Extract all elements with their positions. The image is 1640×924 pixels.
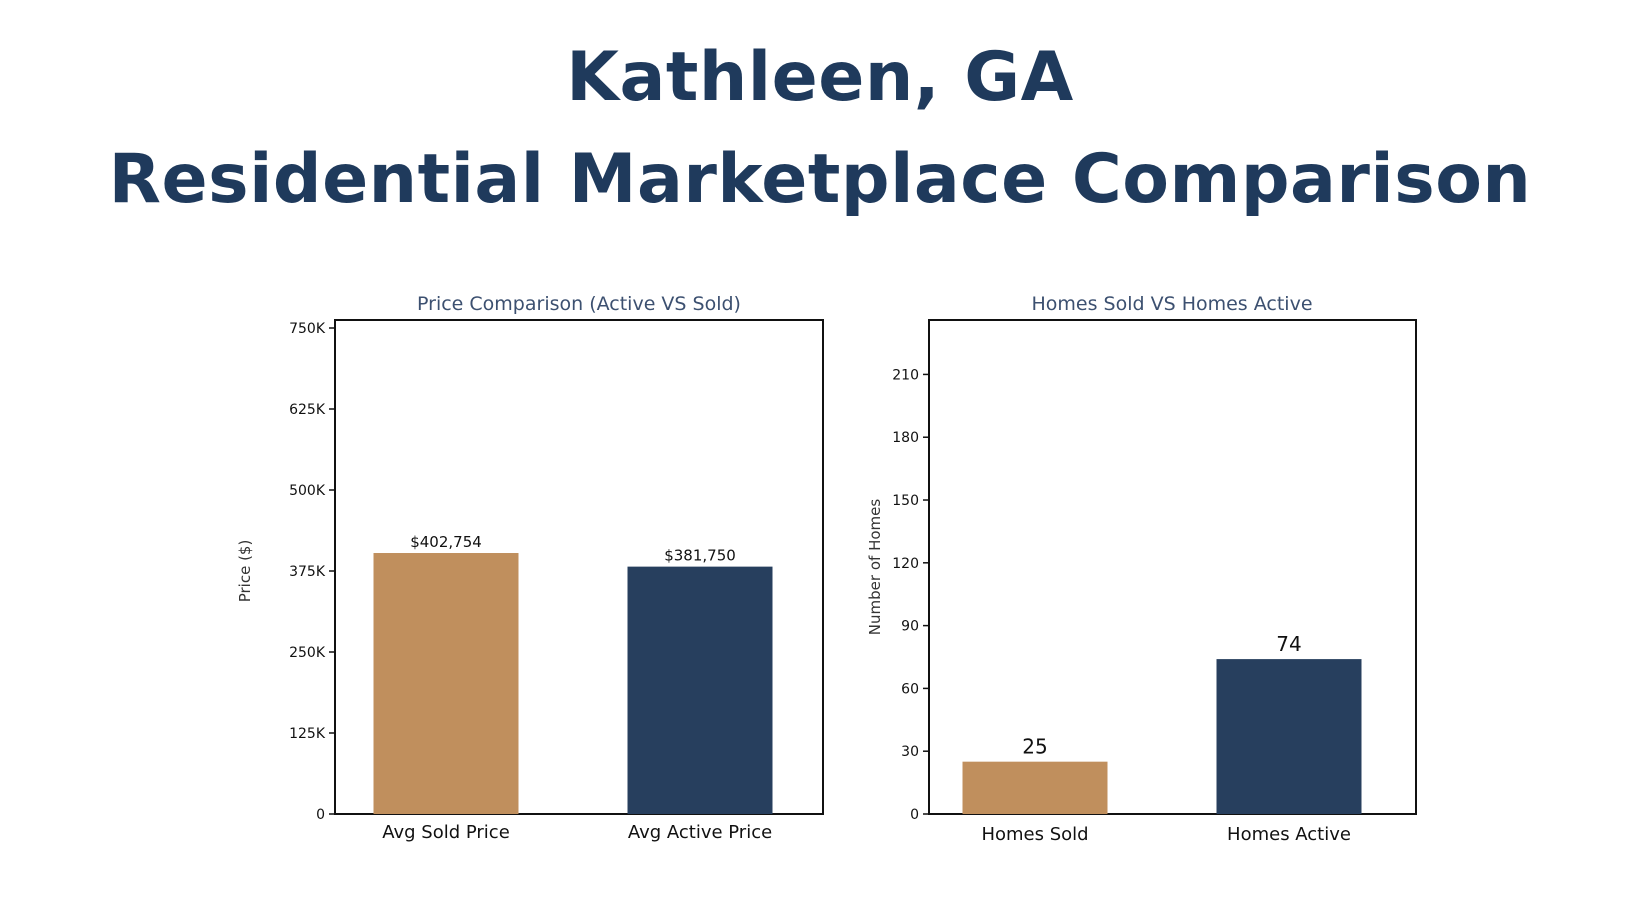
page-title-subtitle: Residential Marketplace Comparison <box>108 140 1532 219</box>
page-title-location: Kathleen, GA <box>566 38 1074 117</box>
y-tick-label: 500K <box>289 483 326 499</box>
y-tick-label: 750K <box>289 321 326 337</box>
bar-avg-active-price <box>627 566 773 814</box>
bar-homes-active <box>1216 659 1362 814</box>
y-tick-label: 90 <box>901 619 919 635</box>
plot-frame <box>928 319 1417 815</box>
category-label: Homes Active <box>1227 824 1351 845</box>
data-label: $402,754 <box>410 533 482 551</box>
bar-avg-sold-price <box>373 553 519 814</box>
price-comparison-chart: Price Comparison (Active VS Sold) 0 125K 25… <box>236 293 824 843</box>
y-tick-label: 150 <box>892 493 919 509</box>
category-label: Homes Sold <box>981 824 1088 845</box>
y-tick-label: 120 <box>892 556 919 572</box>
chart-title: Price Comparison (Active VS Sold) <box>417 293 741 315</box>
data-label: $381,750 <box>664 547 736 565</box>
category-label: Avg Active Price <box>628 822 772 843</box>
y-tick-label: 125K <box>289 726 326 742</box>
y-tick-label: 210 <box>892 367 919 383</box>
chart-title: Homes Sold VS Homes Active <box>1031 293 1312 315</box>
y-tick-label: 250K <box>289 645 326 661</box>
y-tick-label: 0 <box>910 807 919 823</box>
y-tick-label: 180 <box>892 430 919 446</box>
y-tick-label: 60 <box>901 681 919 697</box>
y-tick-label: 625K <box>289 402 326 418</box>
bar-homes-sold <box>962 761 1108 814</box>
data-label: 25 <box>1022 735 1047 759</box>
homes-count-chart: Homes Sold VS Homes Active 0 30 60 90 120 150 1… <box>866 293 1417 845</box>
y-tick-label: 375K <box>289 564 326 580</box>
y-tick-label: 0 <box>316 807 325 823</box>
category-label: Avg Sold Price <box>382 822 510 843</box>
plot-frame <box>334 319 824 815</box>
y-axis-label: Number of Homes <box>866 499 884 636</box>
y-tick-label: 30 <box>901 744 919 760</box>
data-label: 74 <box>1276 632 1301 656</box>
y-axis-label: Price ($) <box>236 540 254 603</box>
